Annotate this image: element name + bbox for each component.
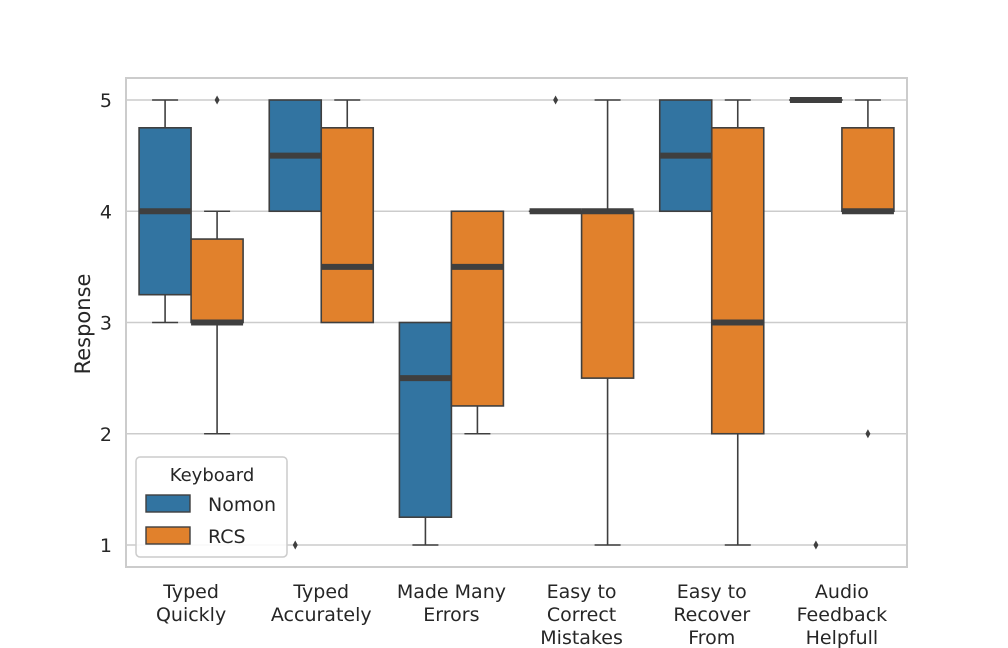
y-tick-label: 3 bbox=[100, 313, 112, 335]
outlier-point bbox=[813, 540, 819, 550]
x-tick-label-line: Typed bbox=[292, 581, 349, 603]
x-tick-label-line: Errors bbox=[423, 604, 479, 626]
x-tick-label-line: Mistakes bbox=[540, 627, 623, 648]
x-tick-label-line: Typed bbox=[162, 581, 219, 603]
y-tick-label: 5 bbox=[100, 90, 112, 112]
box-nomon bbox=[658, 99, 713, 213]
x-tick-label-line: Accurately bbox=[271, 604, 372, 626]
y-tick-label: 2 bbox=[100, 424, 112, 446]
y-axis-label: Response bbox=[71, 274, 95, 375]
x-tick-label: Easy to Correct Mistakes bbox=[540, 581, 623, 648]
y-tick-label: 4 bbox=[100, 201, 112, 223]
legend: Keyboard Nomon RCS bbox=[135, 456, 288, 558]
iqr-box bbox=[710, 127, 765, 435]
outlier-point bbox=[292, 540, 298, 550]
legend-title: Keyboard bbox=[170, 465, 255, 486]
legend-label-nomon: Nomon bbox=[208, 494, 276, 516]
legend-label-rcs: RCS bbox=[208, 526, 246, 548]
box-nomon bbox=[268, 99, 323, 550]
legend-swatch-rcs bbox=[145, 526, 191, 545]
x-tick-label-line: Made Many bbox=[397, 581, 506, 603]
iqr-box bbox=[320, 127, 375, 324]
x-tick-label-line: Correct bbox=[547, 604, 616, 626]
x-tick-label-line: Easy to bbox=[677, 581, 747, 603]
y-tick-label: 1 bbox=[100, 535, 112, 557]
box-nomon bbox=[398, 321, 453, 546]
box-rcs bbox=[190, 95, 244, 435]
series-rcs bbox=[190, 95, 895, 546]
x-tick-label-line: From bbox=[688, 627, 735, 648]
box-rcs bbox=[580, 99, 635, 546]
box-rcs bbox=[450, 210, 505, 435]
x-tick-label: Made Many Errors bbox=[397, 581, 506, 626]
axes-frame bbox=[125, 77, 908, 568]
series-nomon bbox=[138, 95, 843, 550]
x-tick-label-line: Feedback bbox=[797, 604, 887, 626]
outlier-point bbox=[865, 429, 871, 439]
outlier-point bbox=[214, 95, 220, 105]
box-rcs bbox=[320, 99, 375, 324]
iqr-box bbox=[580, 210, 635, 379]
box-rcs bbox=[710, 99, 765, 546]
x-tick-label-line: Easy to bbox=[547, 581, 617, 603]
x-tick-label-line: Recover bbox=[673, 604, 750, 626]
x-tick-label: Typed Quickly bbox=[156, 581, 226, 626]
box-nomon bbox=[138, 99, 192, 324]
x-tick-label: Typed Accurately bbox=[271, 581, 372, 626]
iqr-box bbox=[190, 238, 244, 324]
iqr-box bbox=[398, 321, 453, 518]
y-axis: 1 2 3 4 5 bbox=[100, 90, 112, 557]
x-tick-label: Easy to Recover From bbox=[673, 581, 750, 648]
box-rcs bbox=[841, 99, 895, 439]
x-tick-label-line: Audio bbox=[815, 581, 869, 603]
x-tick-label-line: Helpfull bbox=[806, 627, 879, 648]
iqr-box bbox=[450, 210, 505, 407]
box-nomon bbox=[789, 97, 843, 550]
legend-swatch-nomon bbox=[145, 494, 191, 513]
x-tick-label: Audio Feedback Helpfull bbox=[797, 581, 887, 648]
outlier-point bbox=[553, 95, 559, 105]
x-tick-label-line: Quickly bbox=[156, 604, 226, 626]
iqr-box bbox=[841, 127, 895, 213]
